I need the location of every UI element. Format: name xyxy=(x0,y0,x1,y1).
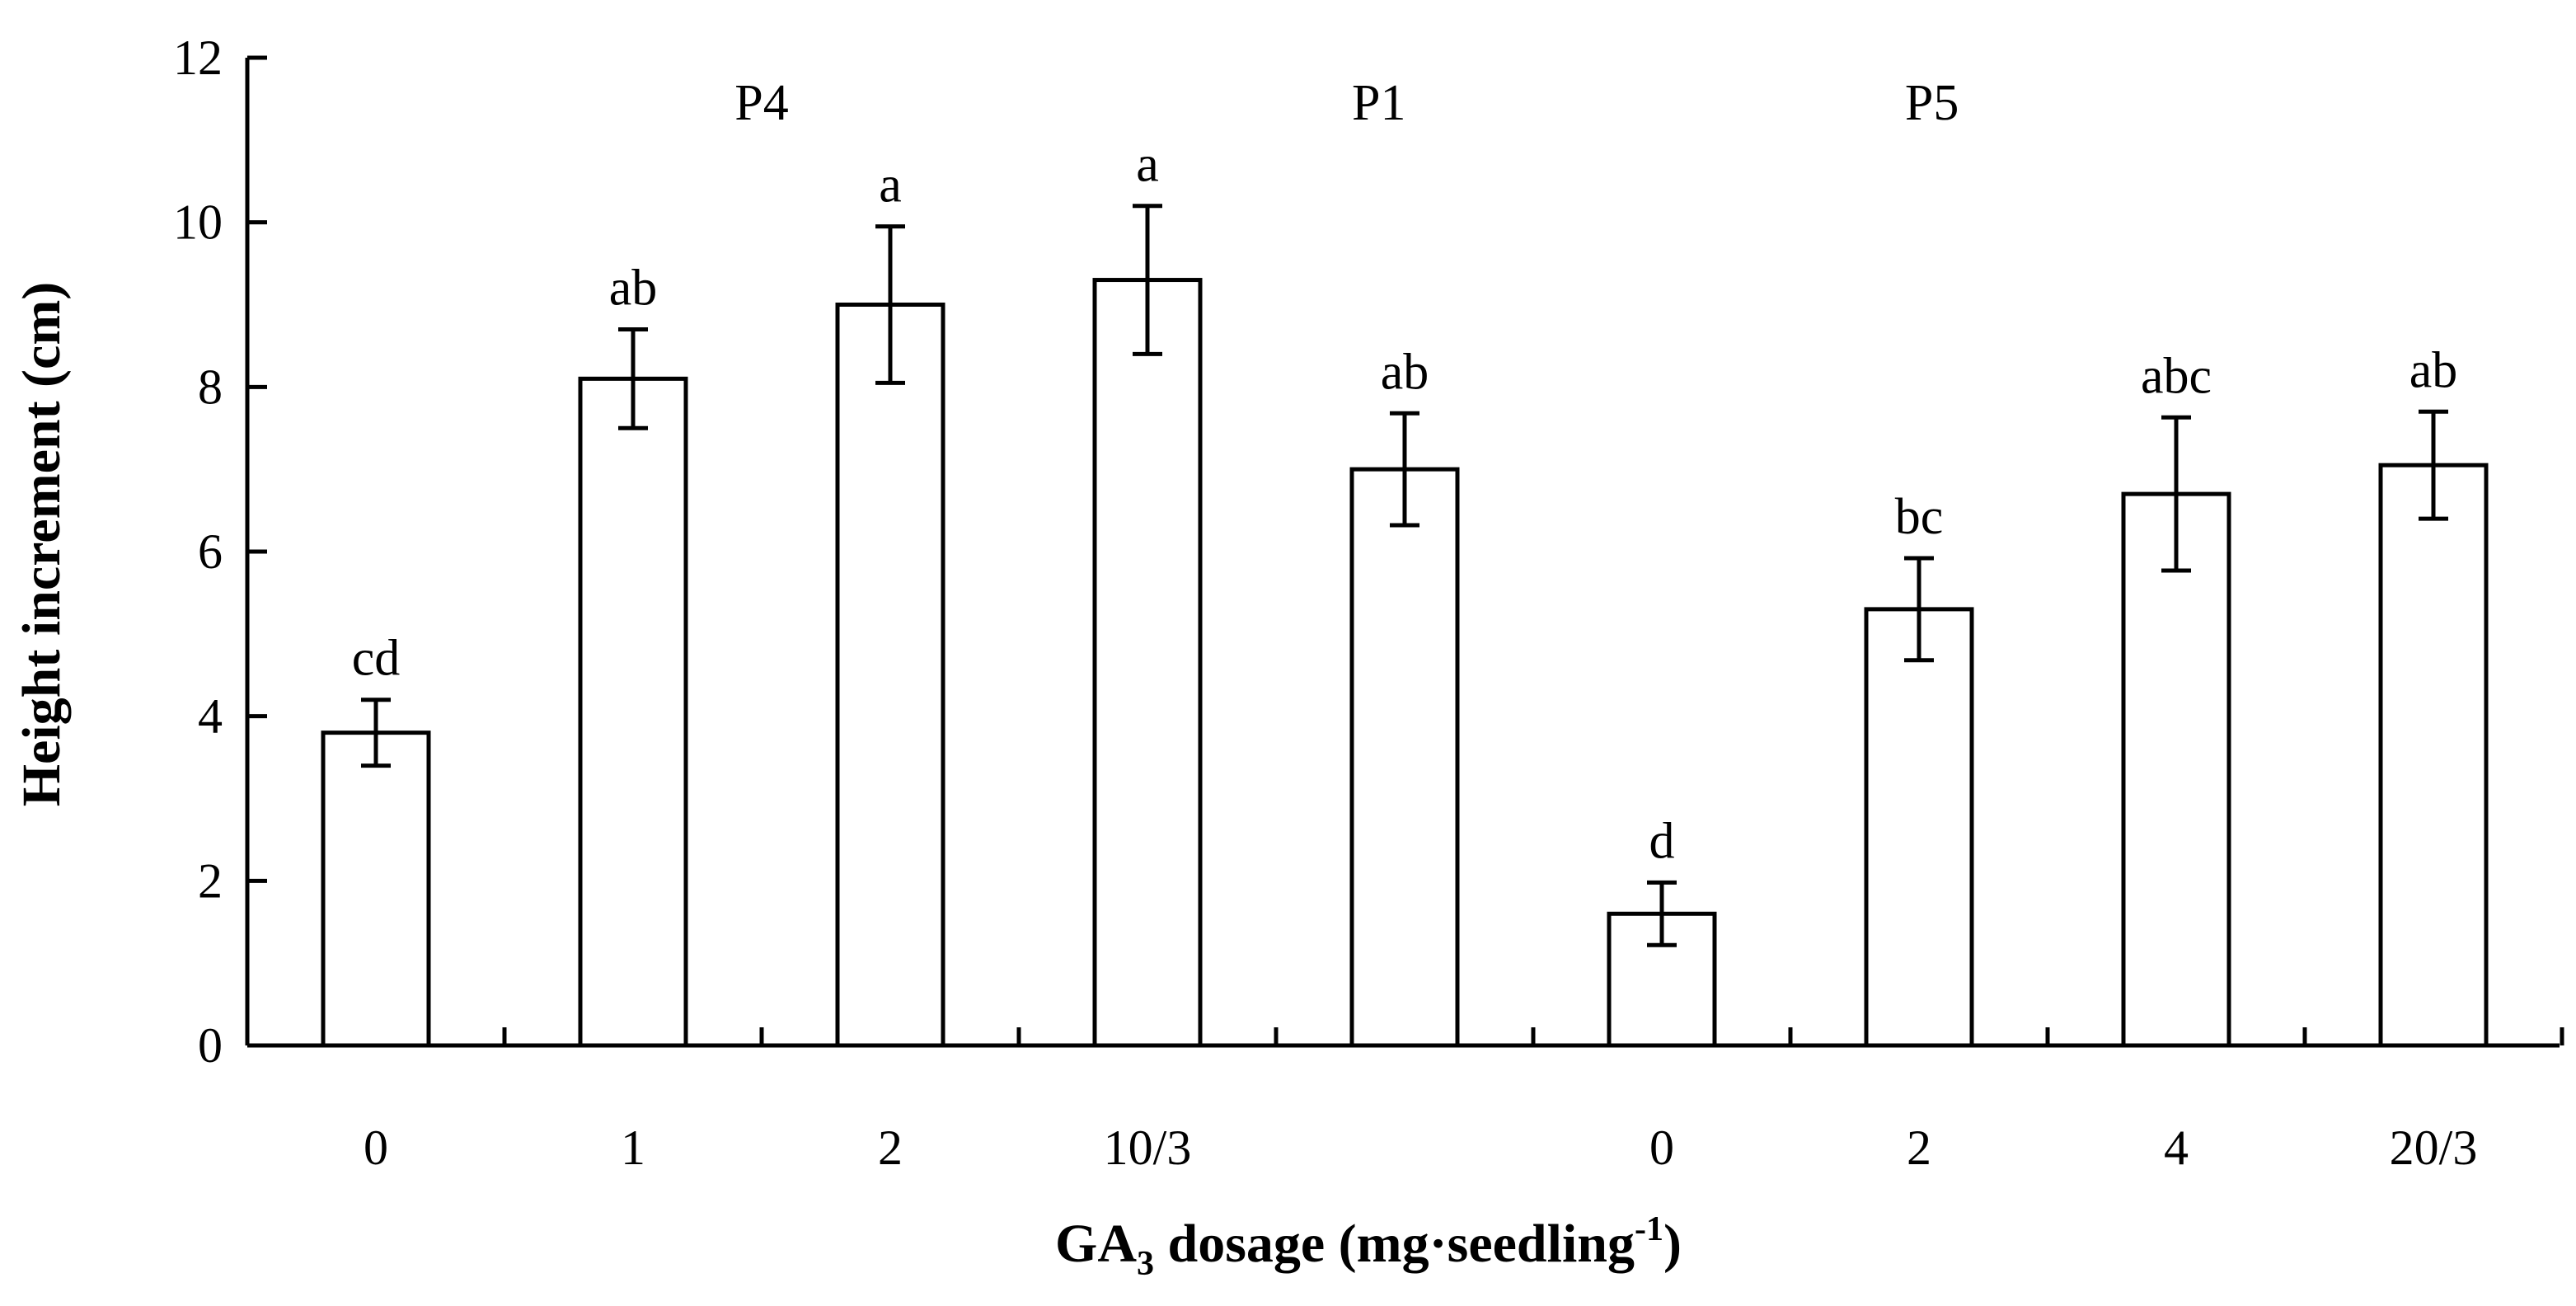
bar xyxy=(578,376,688,1048)
significance-label: ab xyxy=(609,260,658,316)
y-tick-label: 6 xyxy=(198,524,223,579)
x-axis-title: GA3 dosage (mg·seedling-1) xyxy=(1055,1210,1682,1283)
significance-label: bc xyxy=(1895,489,1944,545)
x-category-label: 0 xyxy=(364,1120,388,1175)
x-category-label: 10/3 xyxy=(1104,1120,1192,1175)
y-axis-title: Height increment (cm) xyxy=(12,282,72,807)
significance-label: ab xyxy=(1381,344,1429,400)
bar xyxy=(2121,491,2231,1048)
bar xyxy=(1092,278,1203,1048)
x-category-label: 4 xyxy=(2164,1120,2189,1175)
bar xyxy=(1607,911,1717,1048)
labels: 0 2 4 6 8 10 12 cd 0 ab 1 a 2 a 10/3 ab d 0 bc 2 abc 4 ab 20/3 P… xyxy=(173,31,2477,1175)
y-tick-label: 10 xyxy=(173,195,223,250)
bar xyxy=(2378,463,2489,1048)
group-label: P4 xyxy=(734,75,788,131)
y-tick-label: 0 xyxy=(198,1018,223,1073)
x-axis-title-rest: dosage (mg·seedling xyxy=(1154,1214,1635,1274)
bar xyxy=(1864,607,1974,1048)
bar xyxy=(1349,467,1460,1048)
x-axis-title-superscript: -1 xyxy=(1635,1210,1663,1248)
x-category-label: 1 xyxy=(621,1120,645,1175)
x-category-label: 0 xyxy=(1649,1120,1674,1175)
y-tick-label: 2 xyxy=(198,853,223,908)
significance-label: abc xyxy=(2141,348,2212,404)
y-tick-label: 8 xyxy=(198,359,223,414)
y-tick-label: 12 xyxy=(173,31,223,85)
y-tick-label: 4 xyxy=(198,689,223,744)
bars xyxy=(321,204,2489,1048)
x-axis-title-close: ) xyxy=(1663,1214,1682,1274)
x-category-label: 2 xyxy=(1907,1120,1931,1175)
x-axis-title-subscript: 3 xyxy=(1137,1245,1154,1283)
x-category-label: 2 xyxy=(878,1120,903,1175)
significance-label: cd xyxy=(352,631,401,687)
x-axis-title-main: GA xyxy=(1055,1214,1137,1274)
bar xyxy=(321,731,431,1048)
bar xyxy=(835,303,945,1048)
significance-label: a xyxy=(1136,137,1159,193)
group-label: P5 xyxy=(1905,75,1959,131)
significance-label: ab xyxy=(2409,342,2458,398)
group-label: P1 xyxy=(1352,75,1405,131)
significance-label: a xyxy=(879,157,902,214)
x-category-label: 20/3 xyxy=(2390,1120,2478,1175)
significance-label: d xyxy=(1649,813,1675,869)
